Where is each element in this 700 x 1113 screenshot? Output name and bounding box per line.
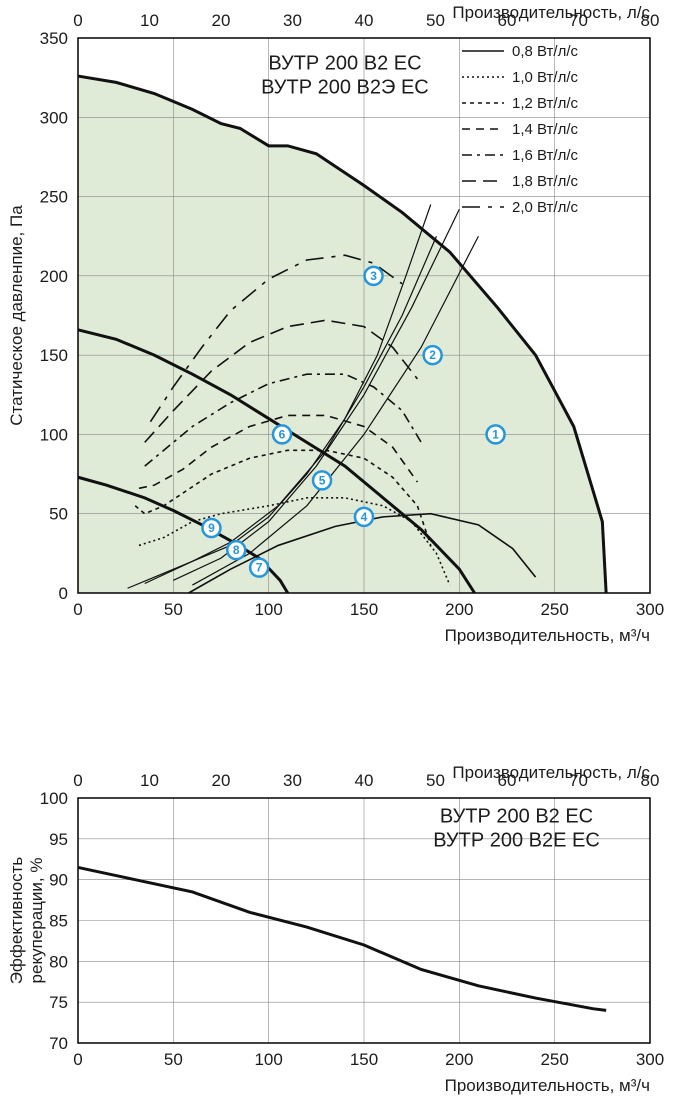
svg-text:300: 300 — [636, 600, 664, 619]
pressure-performance-chart: 0501001502002503000501001502002503003500… — [0, 0, 700, 700]
svg-text:50: 50 — [426, 11, 445, 30]
svg-text:8: 8 — [233, 543, 240, 557]
svg-text:Производительность, м³/ч: Производительность, м³/ч — [445, 626, 650, 645]
svg-text:50: 50 — [49, 505, 68, 524]
svg-text:300: 300 — [40, 108, 68, 127]
svg-text:200: 200 — [445, 600, 473, 619]
svg-text:30: 30 — [283, 11, 302, 30]
svg-text:250: 250 — [540, 600, 568, 619]
svg-text:0,8 Вт/л/с: 0,8 Вт/л/с — [512, 43, 578, 60]
svg-text:ВУТР 200 В2 ЕС: ВУТР 200 В2 ЕС — [440, 806, 593, 828]
svg-text:75: 75 — [49, 993, 68, 1012]
svg-text:Производительность, м³/ч: Производительность, м³/ч — [445, 1076, 650, 1095]
svg-text:300: 300 — [636, 1050, 664, 1069]
svg-text:10: 10 — [140, 11, 159, 30]
svg-text:1,4 Вт/л/с: 1,4 Вт/л/с — [512, 121, 578, 138]
svg-text:40: 40 — [355, 771, 374, 790]
svg-text:рекуперации, %: рекуперации, % — [27, 858, 46, 984]
svg-text:100: 100 — [254, 600, 282, 619]
svg-text:Производительность, л/с: Производительность, л/с — [452, 763, 650, 782]
svg-text:ВУТР 200 В2Э ЕС: ВУТР 200 В2Э ЕС — [261, 77, 429, 99]
svg-text:7: 7 — [256, 561, 263, 575]
svg-text:250: 250 — [40, 188, 68, 207]
svg-text:150: 150 — [350, 1050, 378, 1069]
svg-text:Производительность, л/с: Производительность, л/с — [452, 3, 650, 22]
svg-text:150: 150 — [350, 600, 378, 619]
svg-text:0: 0 — [73, 11, 82, 30]
svg-text:10: 10 — [140, 771, 159, 790]
svg-text:100: 100 — [40, 425, 68, 444]
svg-text:1,0 Вт/л/с: 1,0 Вт/л/с — [512, 69, 578, 86]
svg-text:50: 50 — [164, 1050, 183, 1069]
svg-text:ВУТР 200 В2 ЕС: ВУТР 200 В2 ЕС — [268, 53, 421, 75]
svg-text:200: 200 — [445, 1050, 473, 1069]
svg-text:Эффективность: Эффективность — [7, 857, 26, 985]
svg-text:20: 20 — [212, 771, 231, 790]
svg-text:50: 50 — [426, 771, 445, 790]
svg-text:1: 1 — [492, 427, 499, 441]
svg-text:0: 0 — [73, 1050, 82, 1069]
svg-text:9: 9 — [208, 521, 215, 535]
svg-text:0: 0 — [73, 771, 82, 790]
svg-text:1,2 Вт/л/с: 1,2 Вт/л/с — [512, 95, 578, 112]
svg-text:6: 6 — [279, 427, 286, 441]
svg-text:0: 0 — [59, 584, 68, 603]
efficiency-chart: 0 50 100 150 200 250 300 70 75 80 85 90 95 100 0 10 20 30… — [0, 700, 700, 1113]
svg-text:3: 3 — [370, 269, 377, 283]
svg-text:95: 95 — [49, 830, 68, 849]
svg-text:350: 350 — [40, 29, 68, 48]
svg-text:200: 200 — [40, 267, 68, 286]
svg-text:100: 100 — [40, 789, 68, 808]
svg-text:150: 150 — [40, 346, 68, 365]
svg-text:30: 30 — [283, 771, 302, 790]
svg-text:4: 4 — [361, 510, 368, 524]
svg-text:250: 250 — [540, 1050, 568, 1069]
svg-text:Статическое давленпие, Па: Статическое давленпие, Па — [7, 205, 26, 426]
svg-text:70: 70 — [49, 1034, 68, 1053]
svg-text:40: 40 — [355, 11, 374, 30]
svg-text:90: 90 — [49, 871, 68, 890]
svg-text:80: 80 — [49, 952, 68, 971]
svg-text:ВУТР 200 В2E ЕС: ВУТР 200 В2E ЕС — [433, 830, 600, 852]
svg-text:2,0 Вт/л/с: 2,0 Вт/л/с — [512, 199, 578, 216]
svg-text:2: 2 — [429, 348, 436, 362]
svg-text:0: 0 — [73, 600, 82, 619]
svg-text:100: 100 — [254, 1050, 282, 1069]
svg-text:85: 85 — [49, 912, 68, 931]
svg-text:1,8 Вт/л/с: 1,8 Вт/л/с — [512, 173, 578, 190]
svg-text:5: 5 — [319, 473, 326, 487]
svg-text:20: 20 — [212, 11, 231, 30]
svg-text:1,6 Вт/л/с: 1,6 Вт/л/с — [512, 147, 578, 164]
svg-text:50: 50 — [164, 600, 183, 619]
